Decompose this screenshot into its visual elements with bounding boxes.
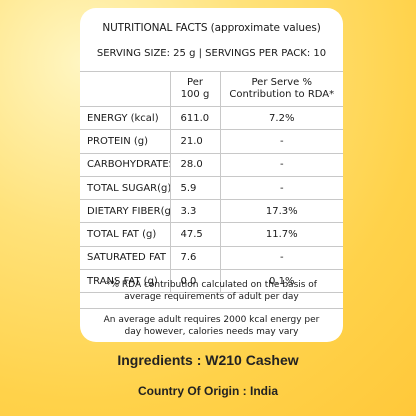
rda-footnote: *% RDA contribution calculated on the ba… bbox=[90, 279, 333, 303]
energy-note-line1: An average adult requires 2000 kcal ener… bbox=[103, 315, 320, 325]
per-100g-header: Per 100 g bbox=[169, 71, 221, 107]
table-row: CARBOHYDRATES 28.0 - bbox=[80, 152, 343, 177]
nutrient-name: TOTAL SUGAR(g) bbox=[80, 175, 171, 201]
ingredients-text: Ingredients : W210 Cashew bbox=[117, 352, 299, 368]
per-100g-header-line1: Per bbox=[187, 77, 203, 88]
per-100g-value: 28.0 bbox=[169, 152, 221, 177]
rda-value: - bbox=[219, 175, 343, 201]
nutrition-title: NUTRITIONAL FACTS (approximate values) bbox=[102, 22, 321, 34]
per-100g-value: 0.0 bbox=[169, 269, 221, 294]
nutrient-name: DIETARY FIBER(g) bbox=[80, 199, 171, 224]
rda-header: Per Serve % Contribution to RDA* bbox=[219, 71, 343, 107]
table-row: TOTAL FAT (g) 47.5 11.7% bbox=[80, 222, 343, 247]
nutrient-name: TOTAL FAT (g) bbox=[80, 222, 171, 247]
rda-value: 17.3% bbox=[219, 199, 343, 224]
nutrient-name: PROTEIN (g) bbox=[80, 129, 171, 154]
per-100g-value: 47.5 bbox=[169, 222, 221, 247]
rda-value: 11.7% bbox=[219, 222, 343, 247]
rda-value: - bbox=[219, 245, 343, 271]
table-row: PROTEIN (g) 21.0 - bbox=[80, 129, 343, 154]
nutrient-name: SATURATED FAT bbox=[80, 245, 171, 271]
per-100g-value: 611.0 bbox=[169, 105, 221, 131]
table-header-row: Per 100 g Per Serve % Contribution to RD… bbox=[80, 71, 343, 107]
table-row: TOTAL SUGAR(g) 5.9 - bbox=[80, 175, 343, 201]
divider bbox=[80, 308, 343, 309]
table-row: ENERGY (kcal) 611.0 7.2% bbox=[80, 105, 343, 131]
energy-note-line2: day however, calories needs may vary bbox=[124, 327, 299, 337]
serving-info: SERVING SIZE: 25 g | SERVINGS PER PACK: … bbox=[96, 48, 327, 59]
rda-header-line2: Contribution to RDA* bbox=[229, 89, 335, 100]
rda-value: - bbox=[219, 129, 343, 154]
per-100g-value: 3.3 bbox=[169, 199, 221, 224]
nutrient-name: TRANS FAT (g) bbox=[80, 269, 171, 294]
table-row: DIETARY FIBER(g) 3.3 17.3% bbox=[80, 199, 343, 224]
energy-note: An average adult requires 2000 kcal ener… bbox=[90, 314, 333, 338]
nutrition-table: Per 100 g Per Serve % Contribution to RD… bbox=[80, 71, 343, 294]
rda-footnote-line2: average requirements of adult per day bbox=[124, 292, 299, 302]
nutrient-header bbox=[80, 71, 171, 107]
per-100g-header-line2: 100 g bbox=[180, 89, 210, 100]
nutrient-name: ENERGY (kcal) bbox=[80, 105, 171, 131]
per-100g-value: 21.0 bbox=[169, 129, 221, 154]
country-of-origin-text: Country Of Origin : India bbox=[138, 384, 278, 398]
per-100g-value: 7.6 bbox=[169, 245, 221, 271]
rda-value: 7.2% bbox=[219, 105, 343, 131]
rda-footnote-line1: *% RDA contribution calculated on the ba… bbox=[106, 280, 317, 290]
table-row: TRANS FAT (g) 0.0 0.1% bbox=[80, 269, 343, 294]
nutrition-facts-card: NUTRITIONAL FACTS (approximate values) S… bbox=[80, 8, 343, 342]
nutrient-name: CARBOHYDRATES bbox=[80, 152, 171, 177]
table-row: SATURATED FAT 7.6 - bbox=[80, 245, 343, 271]
rda-value: 0.1% bbox=[219, 269, 343, 294]
rda-value: - bbox=[219, 152, 343, 177]
per-100g-value: 5.9 bbox=[169, 175, 221, 201]
rda-header-line1: Per Serve % bbox=[251, 77, 312, 88]
